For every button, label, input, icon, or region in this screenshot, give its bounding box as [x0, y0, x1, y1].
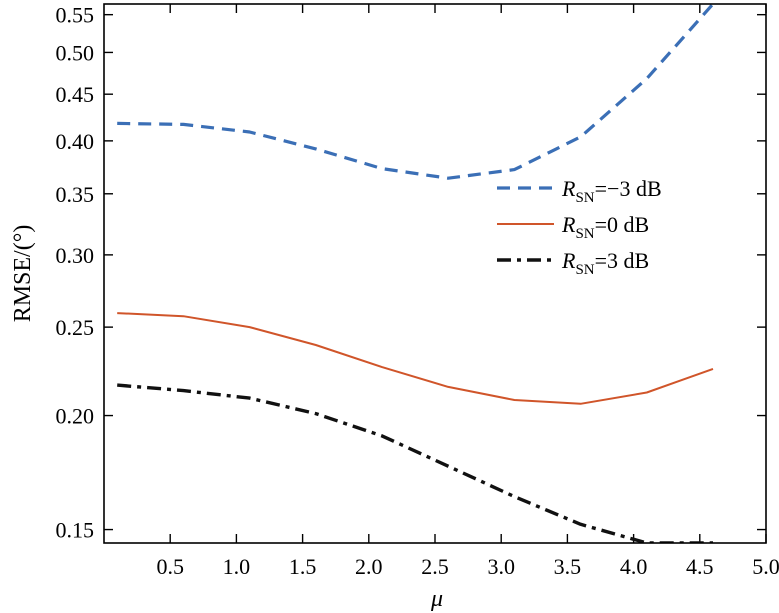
x-tick-label: 2.0 [355, 554, 383, 579]
series-line-1 [117, 312, 714, 405]
y-tick-labels: 0.15 0.20 0.25 0.30 0.35 0.40 0.45 0.50 0.55 [56, 3, 95, 543]
series-line-2 [117, 383, 713, 543]
y-tick-label: 0.40 [56, 129, 95, 154]
tick-marks [104, 4, 767, 543]
x-tick-label: 1.5 [289, 554, 317, 579]
y-tick-label: 0.45 [56, 82, 95, 107]
x-tick-label: 4.5 [686, 554, 714, 579]
plot-area-frame [103, 3, 767, 544]
y-tick-label: 0.30 [56, 243, 95, 268]
legend: RSN=−3 dB RSN=0 dB RSN=3 dB [497, 176, 662, 278]
x-tick-labels: 0.5 1.0 1.5 2.0 2.5 3.0 3.5 4.0 4.5 5.0 [156, 554, 779, 579]
series-line-0 [117, 4, 715, 180]
x-tick-label: 5.0 [752, 554, 779, 579]
x-tick-label: 3.5 [554, 554, 582, 579]
x-tick-label: 3.0 [487, 554, 515, 579]
x-axis-title: μ [430, 586, 443, 612]
y-tick-label: 0.25 [56, 315, 95, 340]
x-tick-label: 2.5 [421, 554, 449, 579]
legend-label-2: RSN=3 dB [561, 248, 649, 278]
legend-label-1: RSN=0 dB [561, 212, 649, 242]
series-lines [117, 4, 715, 543]
x-tick-label: 1.0 [223, 554, 251, 579]
y-tick-label: 0.20 [56, 404, 95, 429]
y-axis-title: RMSE/(°) [10, 225, 36, 323]
x-tick-label: 4.0 [620, 554, 648, 579]
y-tick-label: 0.15 [56, 518, 95, 543]
legend-label-0: RSN=−3 dB [561, 176, 662, 206]
y-tick-label: 0.50 [56, 40, 95, 65]
y-tick-label: 0.35 [56, 182, 95, 207]
x-tick-label: 0.5 [156, 554, 184, 579]
y-tick-label: 0.55 [56, 3, 95, 28]
